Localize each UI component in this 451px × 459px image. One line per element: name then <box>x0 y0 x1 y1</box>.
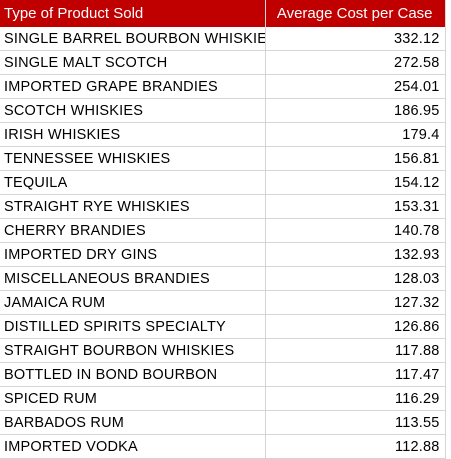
product-cell[interactable]: SPICED RUM <box>0 386 266 411</box>
table-row: BARBADOS RUM 113.55 <box>0 410 446 435</box>
cost-cell[interactable]: 113.55 <box>265 410 446 435</box>
table-row: TEQUILA 154.12 <box>0 170 446 195</box>
cost-cell[interactable]: 332.12 <box>265 27 446 51</box>
table-row: SINGLE MALT SCOTCH 272.58 <box>0 50 446 75</box>
cost-cell[interactable]: 272.58 <box>265 50 446 75</box>
cost-cell[interactable]: 140.78 <box>265 218 446 243</box>
product-cell[interactable]: CHERRY BRANDIES <box>0 218 266 243</box>
cost-cell[interactable]: 128.03 <box>265 266 446 291</box>
product-cell[interactable]: JAMAICA RUM <box>0 290 266 315</box>
product-cell[interactable]: IMPORTED DRY GINS <box>0 242 266 267</box>
cost-cell[interactable]: 127.32 <box>265 290 446 315</box>
table-row: IMPORTED DRY GINS 132.93 <box>0 242 446 267</box>
cost-cell[interactable]: 126.86 <box>265 314 446 339</box>
cost-cell[interactable]: 132.93 <box>265 242 446 267</box>
table-row: IMPORTED VODKA 112.88 <box>0 434 446 459</box>
cost-cell[interactable]: 179.4 <box>265 122 446 147</box>
table-row: SCOTCH WHISKIES 186.95 <box>0 98 446 123</box>
header-cell-cost[interactable]: Average Cost per Case <box>265 0 446 27</box>
table-row: CHERRY BRANDIES 140.78 <box>0 218 446 243</box>
product-cell[interactable]: TENNESSEE WHISKIES <box>0 146 266 171</box>
cost-cell[interactable]: 116.29 <box>265 386 446 411</box>
product-cell[interactable]: SINGLE BARREL BOURBON WHISKIES <box>0 27 266 51</box>
product-cell[interactable]: IMPORTED GRAPE BRANDIES <box>0 74 266 99</box>
table-row: STRAIGHT BOURBON WHISKIES 117.88 <box>0 338 446 363</box>
cost-cell[interactable]: 117.88 <box>265 338 446 363</box>
cost-cell[interactable]: 156.81 <box>265 146 446 171</box>
table-row: JAMAICA RUM 127.32 <box>0 290 446 315</box>
product-cell[interactable]: STRAIGHT RYE WHISKIES <box>0 194 266 219</box>
header-row: Type of Product Sold Average Cost per Ca… <box>0 0 446 27</box>
product-cell[interactable]: DISTILLED SPIRITS SPECIALTY <box>0 314 266 339</box>
cost-cell[interactable]: 117.47 <box>265 362 446 387</box>
product-cell[interactable]: BOTTLED IN BOND BOURBON <box>0 362 266 387</box>
product-cell[interactable]: STRAIGHT BOURBON WHISKIES <box>0 338 266 363</box>
product-cell[interactable]: IRISH WHISKIES <box>0 122 266 147</box>
cost-cell[interactable]: 153.31 <box>265 194 446 219</box>
cost-cell[interactable]: 112.88 <box>265 434 446 459</box>
table-row: DISTILLED SPIRITS SPECIALTY 126.86 <box>0 314 446 339</box>
product-cell[interactable]: SCOTCH WHISKIES <box>0 98 266 123</box>
product-cell[interactable]: SINGLE MALT SCOTCH <box>0 50 266 75</box>
table-row: STRAIGHT RYE WHISKIES 153.31 <box>0 194 446 219</box>
table-row: TENNESSEE WHISKIES 156.81 <box>0 146 446 171</box>
cost-cell[interactable]: 154.12 <box>265 170 446 195</box>
table-row: IMPORTED GRAPE BRANDIES 254.01 <box>0 74 446 99</box>
cost-cell[interactable]: 186.95 <box>265 98 446 123</box>
product-cell[interactable]: BARBADOS RUM <box>0 410 266 435</box>
table-row: IRISH WHISKIES 179.4 <box>0 122 446 147</box>
cost-cell[interactable]: 254.01 <box>265 74 446 99</box>
product-cell[interactable]: MISCELLANEOUS BRANDIES <box>0 266 266 291</box>
table-row: SPICED RUM 116.29 <box>0 386 446 411</box>
table-row: BOTTLED IN BOND BOURBON 117.47 <box>0 362 446 387</box>
table-row: SINGLE BARREL BOURBON WHISKIES 332.12 <box>0 27 446 51</box>
product-cell[interactable]: TEQUILA <box>0 170 266 195</box>
table-row: MISCELLANEOUS BRANDIES 128.03 <box>0 266 446 291</box>
header-cell-product[interactable]: Type of Product Sold <box>0 0 266 27</box>
product-cell[interactable]: IMPORTED VODKA <box>0 434 266 459</box>
table-body: SINGLE BARREL BOURBON WHISKIES 332.12 SING… <box>0 27 446 459</box>
